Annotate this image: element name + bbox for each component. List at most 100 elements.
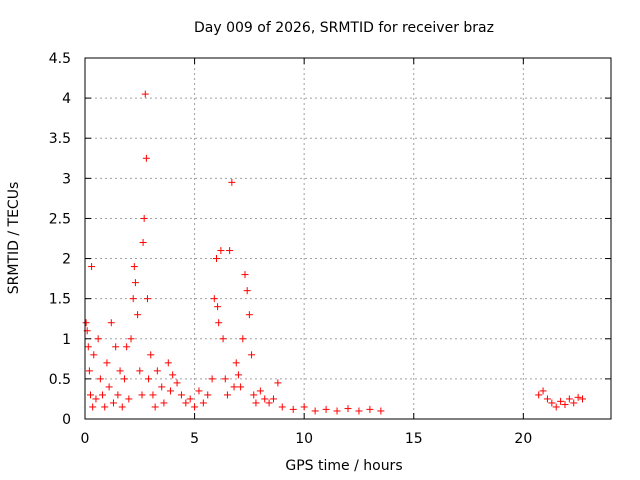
data-point (250, 391, 258, 399)
data-point (217, 247, 225, 255)
data-point (265, 399, 273, 407)
data-point (114, 391, 122, 399)
data-point (99, 391, 107, 399)
data-point (182, 399, 190, 407)
data-point (103, 359, 111, 367)
plot-frame (84, 57, 612, 420)
data-point (252, 399, 260, 407)
data-point (579, 395, 587, 403)
data-point (241, 271, 249, 279)
data-point (186, 395, 194, 403)
y-axis-label: SRMTID / TECUs (6, 182, 22, 295)
y-tick-label: 4.5 (49, 51, 71, 67)
data-point (151, 403, 159, 411)
data-point (539, 387, 547, 395)
data-point (173, 379, 181, 387)
y-tick-labels: 0 0.5 1 1.5 2 2.5 3 3.5 4 4.5 (49, 51, 71, 428)
data-point (333, 407, 341, 415)
data-point (142, 154, 150, 162)
data-point (565, 395, 573, 403)
data-point (141, 90, 149, 98)
data-point (123, 343, 131, 351)
data-point (129, 295, 137, 303)
data-point (248, 351, 256, 359)
grid-lines (85, 58, 611, 419)
y-tick-label: 2 (62, 252, 71, 268)
data-point (228, 178, 236, 186)
data-point (130, 263, 138, 271)
data-point (90, 351, 98, 359)
data-point (261, 395, 269, 403)
data-point (548, 399, 556, 407)
data-point (145, 375, 153, 383)
data-point (101, 403, 109, 411)
data-point (147, 351, 155, 359)
y-tick-label: 3.5 (49, 131, 71, 147)
data-point (311, 407, 319, 415)
data-point (112, 343, 120, 351)
x-tick-label: 0 (81, 431, 90, 447)
data-point (344, 405, 352, 413)
data-point (153, 367, 161, 375)
data-point (149, 391, 157, 399)
data-point (86, 391, 94, 399)
data-point (574, 393, 582, 401)
data-point (535, 391, 543, 399)
y-tick-label: 1 (62, 332, 71, 348)
data-point (195, 387, 203, 395)
data-point (223, 391, 231, 399)
data-point (118, 403, 126, 411)
y-tick-label: 0 (62, 412, 71, 428)
data-point (570, 399, 578, 407)
data-point (278, 403, 286, 411)
data-point (300, 403, 308, 411)
data-point (289, 405, 297, 413)
data-point (88, 263, 96, 271)
data-point (134, 311, 142, 319)
data-point (177, 391, 185, 399)
data-point (219, 335, 227, 343)
data-point (274, 379, 282, 387)
data-point (377, 407, 385, 415)
data-point (245, 311, 253, 319)
data-point (96, 375, 104, 383)
data-point (120, 375, 128, 383)
data-points (82, 90, 587, 415)
data-point (552, 403, 560, 411)
data-point (160, 399, 168, 407)
data-point (138, 391, 146, 399)
data-point (208, 375, 216, 383)
data-point (215, 319, 223, 327)
x-tick-label: 10 (295, 431, 313, 447)
y-tick-label: 2.5 (49, 211, 71, 227)
axis-ticks (84, 57, 611, 420)
data-point (239, 335, 247, 343)
data-point (116, 367, 124, 375)
data-point (561, 401, 569, 409)
data-point (94, 335, 102, 343)
x-tick-label: 15 (405, 431, 423, 447)
data-point (234, 371, 242, 379)
data-point (136, 367, 144, 375)
data-point (237, 383, 245, 391)
data-point (322, 405, 330, 413)
data-point (158, 383, 166, 391)
data-point (125, 395, 133, 403)
y-tick-label: 0.5 (49, 372, 71, 388)
y-tick-label: 1.5 (49, 292, 71, 308)
data-point (226, 247, 234, 255)
data-point (355, 407, 363, 415)
x-tick-label: 5 (190, 431, 199, 447)
data-point (213, 255, 220, 263)
data-point (243, 287, 251, 295)
data-point (199, 399, 207, 407)
y-tick-label: 3 (62, 171, 71, 187)
x-tick-label: 20 (514, 431, 532, 447)
data-point (204, 391, 212, 399)
data-point (127, 335, 135, 343)
data-point (557, 397, 565, 405)
data-point (109, 399, 117, 407)
data-point (143, 295, 151, 303)
x-tick-labels: 0 5 10 15 20 (81, 431, 533, 447)
data-point (85, 367, 93, 375)
